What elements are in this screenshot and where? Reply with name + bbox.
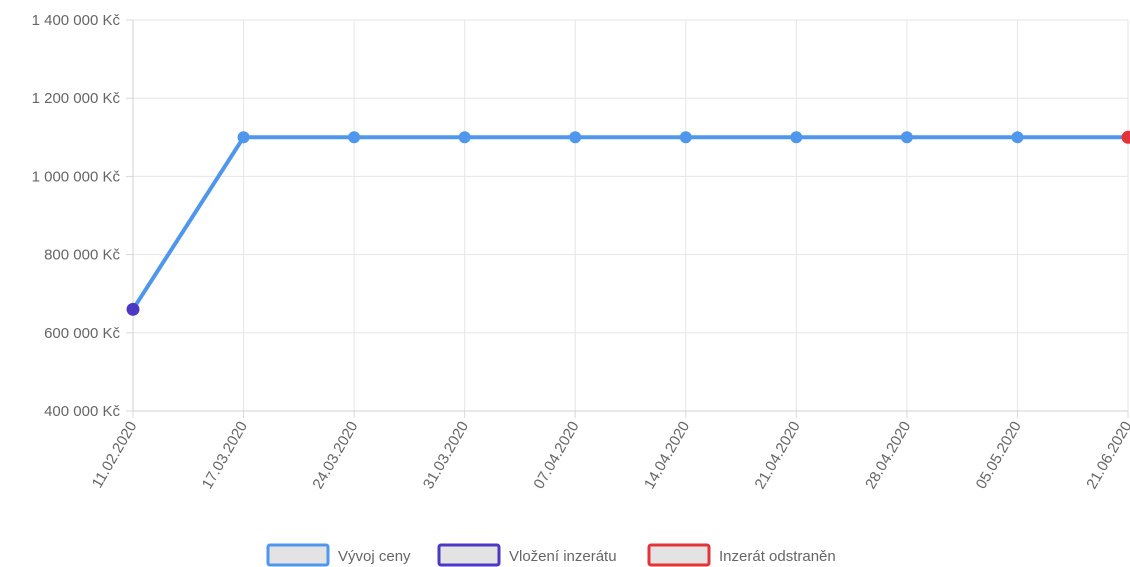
x-axis-ticks: 11.02.2020 17.03.2020 24.03.2020 31.03.2020…	[89, 418, 1130, 492]
y-tick-label: 1 000 000 Kč	[32, 168, 121, 185]
legend-swatch-price-trend	[266, 543, 330, 567]
x-tick-label: 21.06.2020	[1083, 419, 1130, 493]
legend-item-listing-added[interactable]: Vložení inzerátu	[437, 543, 617, 567]
x-tick-label: 31.03.2020	[420, 418, 472, 492]
data-point-listing-removed[interactable]	[1121, 130, 1130, 144]
data-point-price-trend[interactable]	[348, 131, 361, 144]
data-point-price-trend[interactable]	[458, 131, 471, 144]
y-tick-label: 400 000 Kč	[44, 403, 120, 420]
x-tick-label: 07.04.2020	[530, 419, 582, 493]
data-point-price-trend[interactable]	[679, 131, 692, 144]
x-tick-label: 11.02.2020	[89, 419, 141, 492]
legend-item-listing-removed[interactable]: Inzerát odstraněn	[647, 543, 836, 567]
series-line-price-trend	[131, 135, 1128, 311]
legend: Vývoj ceny Vložení inzerátu Inzerát odst…	[266, 543, 836, 567]
axes	[126, 19, 1129, 418]
data-point-price-trend[interactable]	[1011, 131, 1024, 144]
legend-label-listing-removed: Inzerát odstraněn	[719, 548, 836, 565]
series	[126, 130, 1130, 316]
x-tick-label: 24.03.2020	[309, 419, 361, 493]
legend-swatch-listing-removed	[647, 543, 711, 567]
data-point-price-trend[interactable]	[237, 131, 250, 144]
grid	[132, 19, 1129, 412]
legend-swatch-listing-added	[437, 543, 501, 567]
y-axis-ticks: 1 400 000 Kč 1 200 000 Kč 1 000 000 Kč 800 …	[32, 12, 121, 420]
x-tick-label: 14.04.2020	[641, 419, 693, 493]
y-tick-label: 1 200 000 Kč	[32, 90, 121, 107]
data-point-price-trend[interactable]	[790, 131, 803, 144]
legend-label-price-trend: Vývoj ceny	[338, 548, 411, 565]
data-point-listing-added[interactable]	[126, 302, 140, 316]
y-tick-label: 1 400 000 Kč	[32, 12, 121, 29]
legend-label-listing-added: Vložení inzerátu	[509, 548, 617, 565]
x-tick-label: 21.04.2020	[752, 419, 804, 493]
x-tick-label: 05.05.2020	[973, 419, 1025, 493]
y-tick-label: 800 000 Kč	[44, 247, 120, 264]
data-point-price-trend[interactable]	[900, 131, 913, 144]
legend-item-price-trend[interactable]: Vývoj ceny	[266, 543, 411, 567]
x-tick-label: 28.04.2020	[862, 419, 914, 493]
y-tick-label: 600 000 Kč	[44, 325, 120, 342]
x-tick-label: 17.03.2020	[199, 419, 251, 493]
data-point-price-trend[interactable]	[569, 131, 582, 144]
